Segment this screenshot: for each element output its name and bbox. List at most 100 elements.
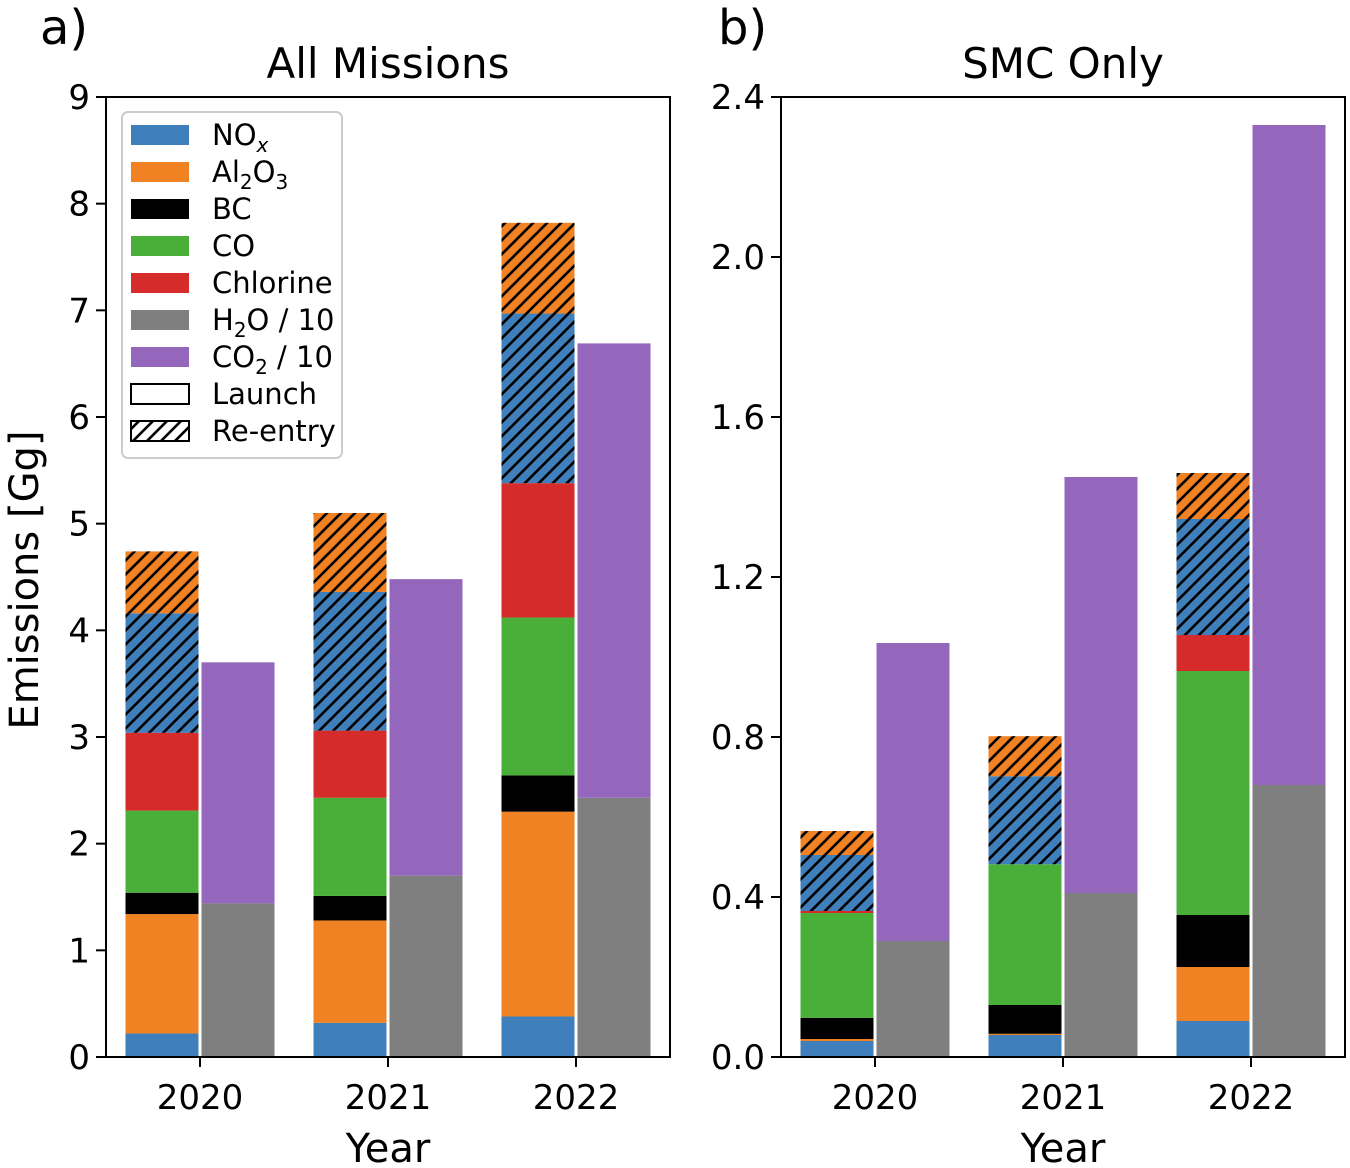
panel-a-xtick-label-2022: 2022 — [533, 1078, 620, 1118]
panel-b-bar-2020-reentry-hatch-nox — [800, 855, 874, 911]
panel-a-bar-2020-reentry-hatch-nox — [125, 613, 199, 733]
panel-a-bar-2020-launch-bc — [125, 892, 199, 915]
panel-a-bar-2020-h2o-10 — [201, 903, 275, 1057]
panel-b-ytick-label: 1.6 — [711, 398, 765, 438]
panel-a-bar-2021-launch-co — [313, 797, 387, 896]
panel-a-bar-2020-launch-nox — [125, 1033, 199, 1057]
panel-a-bar-2020-launch-al2o3 — [125, 914, 199, 1034]
panel-b-bar-2021-reentry-hatch-nox — [988, 776, 1062, 865]
panel-b-bar-2020-launch-co — [800, 913, 874, 1018]
panel-b-bar-2020-h2o-10 — [876, 941, 950, 1057]
panel-a-bar-2022-co2-10 — [577, 343, 651, 798]
panel-a-yticks: 0 1 2 3 4 5 6 7 8 9 — [68, 78, 106, 1078]
legend-swatch-al2o3 — [131, 162, 189, 182]
panel-b-bar-2020-launch-nox — [800, 1041, 874, 1057]
panel-b-bar-2021-co2-10 — [1064, 477, 1138, 893]
panel-b-ytick-label: 2.4 — [711, 78, 765, 118]
legend-swatch-co2-10 — [131, 347, 189, 367]
panel-a-ytick-label: 0 — [68, 1038, 90, 1078]
panel-b-bar-2022-launch-al2o3 — [1176, 967, 1250, 1021]
panel-a-bar-2020-launch-chlorine — [125, 732, 199, 811]
legend-label-co: CO — [212, 229, 255, 263]
panel-a-bar-2021-launch-nox — [313, 1022, 387, 1057]
legend-label-co2-10: CO2 / 10 — [212, 340, 333, 379]
panel-a-bar-2021-launch-bc — [313, 895, 387, 921]
panel-b-bar-2022-co2-10 — [1252, 125, 1326, 785]
panel-b-bar-2022-reentry-hatch-al2o3 — [1176, 473, 1250, 519]
legend-label-launch: Launch — [212, 377, 317, 411]
panel-b-ytick-label: 0.4 — [711, 878, 765, 918]
panel-a-xlabel: Year — [345, 1126, 431, 1168]
panel-b-bar-2022-reentry-hatch-nox — [1176, 519, 1250, 635]
panel-b-label: b) — [718, 0, 767, 56]
panel-a-bar-2022-reentry-hatch-al2o3 — [501, 222, 575, 314]
panel-b-bar-2020-reentry-hatch-al2o3 — [800, 831, 874, 855]
panel-b-xtick-label-2020: 2020 — [832, 1078, 919, 1118]
panel-a-bar-2020-co2-10 — [201, 662, 275, 904]
legend-swatch-bc — [131, 199, 189, 219]
panel-a-bar-2022-launch-bc — [501, 775, 575, 812]
panel-a-ytick-label: 9 — [68, 78, 90, 118]
panel-a-ytick-label: 6 — [68, 398, 90, 438]
panel-b-bar-2020-co2-10 — [876, 643, 950, 941]
legend-label-chlorine: Chlorine — [212, 266, 333, 300]
panel-a-bar-2021-co2-10 — [389, 579, 463, 876]
panel-b-bar-2020-launch-al2o3 — [800, 1039, 874, 1041]
panel-a-title: All Missions — [267, 39, 510, 88]
panel-b-bars — [800, 125, 1326, 1057]
panel-a-bar-2022-h2o-10 — [577, 797, 651, 1057]
panel-a-bar-2022-reentry-hatch-nox — [501, 313, 575, 484]
legend-swatch-co — [131, 236, 189, 256]
legend-swatch-launch — [130, 383, 190, 405]
panel-a: a) All Missions Year Emissions [Gg] 0 1 2 3… — [2, 0, 671, 1168]
panel-b-bar-2022-h2o-10 — [1252, 785, 1326, 1057]
panel-a-ytick-label: 7 — [68, 291, 90, 331]
panel-b-xticks: 2020 2021 2022 — [832, 1057, 1295, 1118]
panel-a-bar-2022-launch-co — [501, 617, 575, 776]
panel-b-yticks: 0.0 0.4 0.8 1.2 1.6 2.0 2.4 — [711, 78, 781, 1078]
panel-a-xticks: 2020 2021 2022 — [157, 1057, 620, 1118]
panel-b-title: SMC Only — [962, 39, 1164, 88]
panel-b-ytick-label: 2.0 — [711, 238, 765, 278]
panel-b-bar-2022-launch-chlorine — [1176, 635, 1250, 671]
panel-a-bar-2021-launch-al2o3 — [313, 920, 387, 1023]
panel-a-ytick-label: 4 — [68, 611, 90, 651]
legend-label-al2o3: Al2O3 — [212, 155, 288, 194]
panel-b-bar-2021-launch-al2o3 — [988, 1033, 1062, 1035]
legend-swatch-chlorine — [131, 273, 189, 293]
panel-a-bar-2021-launch-chlorine — [313, 730, 387, 798]
panel-a-frame — [105, 96, 671, 1058]
panel-a-xtick-label-2020: 2020 — [157, 1078, 244, 1118]
legend-label-re-entry: Re-entry — [212, 414, 336, 448]
panel-a-bar-2022-launch-chlorine — [501, 483, 575, 618]
panel-b: b) SMC Only Year 0.0 0.4 0.8 1.2 1.6 2.0 2.4 2… — [711, 0, 1346, 1168]
panel-a-bar-2021-reentry-hatch-nox — [313, 591, 387, 731]
panel-a-bar-2021-h2o-10 — [389, 875, 463, 1057]
panel-b-bar-2021-reentry-hatch-al2o3 — [988, 736, 1062, 777]
panel-a-ytick-label: 3 — [68, 718, 90, 758]
panel-b-bar-2022-launch-nox — [1176, 1021, 1250, 1057]
panel-b-bar-2021-launch-nox — [988, 1035, 1062, 1057]
legend-swatch-nox — [131, 125, 189, 145]
panel-a-ytick-label: 2 — [68, 825, 90, 865]
panel-b-ytick-label: 1.2 — [711, 558, 765, 598]
legend-frame — [121, 111, 343, 459]
panel-b-bar-2020-launch-chlorine — [800, 911, 874, 913]
legend-label-nox: NOx — [212, 118, 269, 157]
legend-swatch-re-entry — [130, 420, 190, 442]
panel-b-xtick-label-2021: 2021 — [1020, 1078, 1107, 1118]
panel-a-bar-2020-launch-co — [125, 810, 199, 893]
panel-b-xlabel: Year — [1020, 1126, 1106, 1168]
legend-label-h2o-10: H2O / 10 — [212, 303, 334, 342]
panel-a-ytick-label: 8 — [68, 185, 90, 225]
panel-b-bar-2022-launch-bc — [1176, 915, 1250, 967]
legend-swatch-h2o-10 — [131, 310, 189, 330]
panel-b-xtick-label-2022: 2022 — [1208, 1078, 1295, 1118]
panel-b-bar-2021-launch-co — [988, 864, 1062, 1005]
panel-b-bar-2022-launch-co — [1176, 671, 1250, 915]
panel-b-ytick-label: 0.8 — [711, 718, 765, 758]
panel-a-bar-2022-launch-al2o3 — [501, 811, 575, 1017]
panel-b-bar-2021-launch-bc — [988, 1005, 1062, 1034]
